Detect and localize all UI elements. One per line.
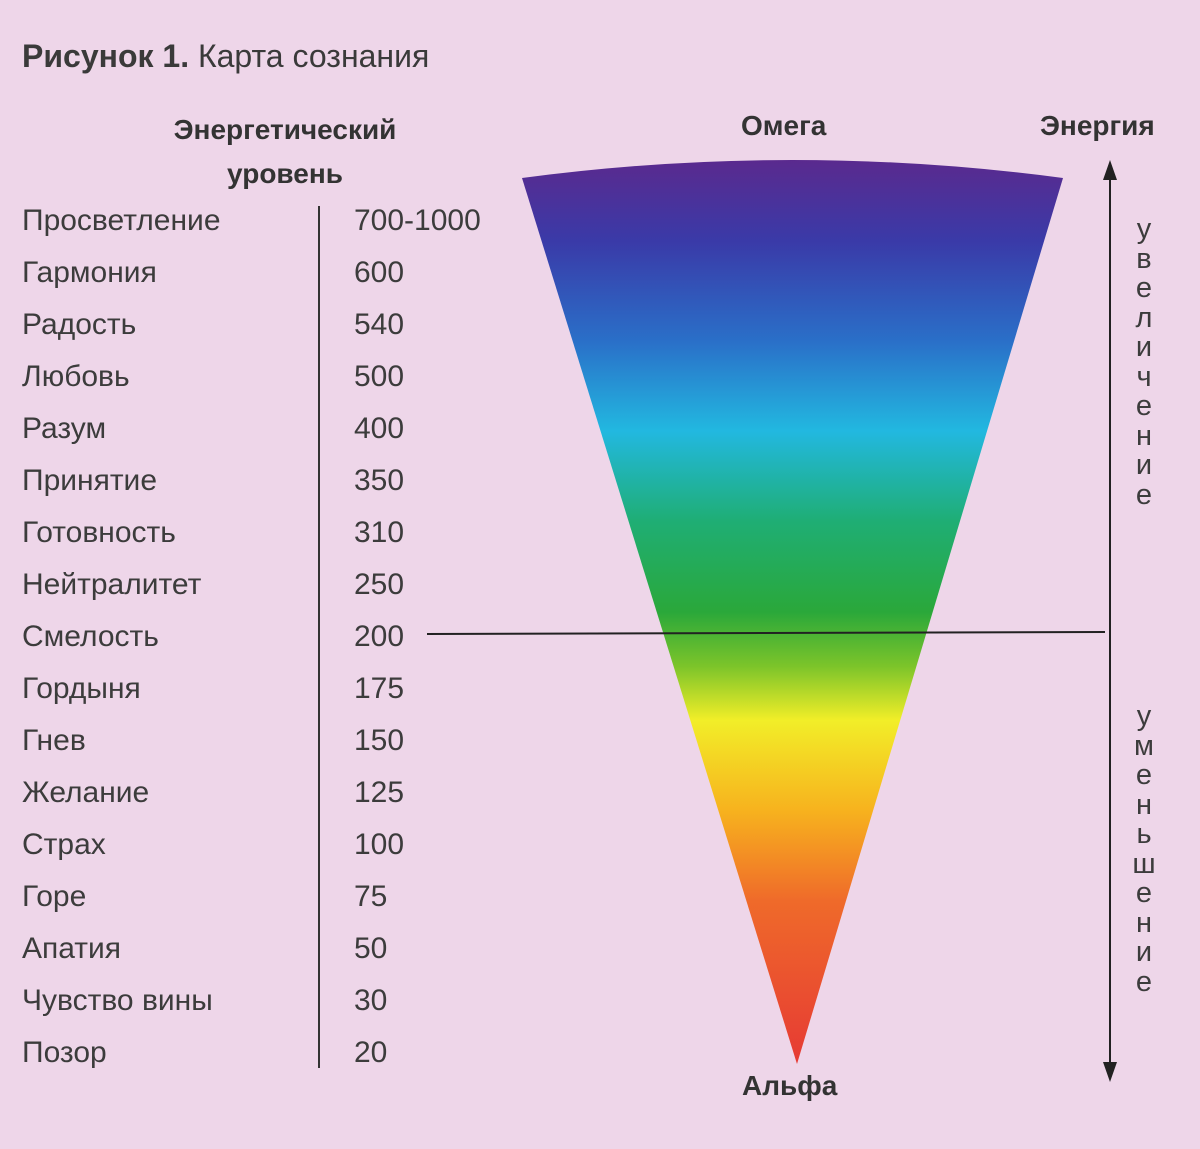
vertical-letter: у bbox=[1136, 213, 1152, 245]
level-name: Горе bbox=[22, 880, 87, 913]
figure-title-text: Карта сознания bbox=[197, 38, 430, 74]
vertical-letter: е bbox=[1135, 759, 1153, 791]
level-name: Принятие bbox=[22, 464, 157, 497]
cone-shape bbox=[522, 160, 1063, 1064]
level-name: Гордыня bbox=[22, 672, 141, 705]
header-line-1: Энергетический bbox=[173, 114, 397, 145]
level-name: Готовность bbox=[22, 516, 176, 549]
level-value: 125 bbox=[354, 776, 405, 809]
level-value: 50 bbox=[354, 932, 388, 965]
vertical-letter: ш bbox=[1132, 847, 1156, 880]
level-name: Просветление bbox=[22, 204, 221, 237]
level-value: 600 bbox=[354, 256, 405, 289]
alpha-label: Альфа bbox=[742, 1070, 838, 1101]
level-name: Желание bbox=[22, 776, 150, 809]
level-value: 175 bbox=[354, 672, 405, 705]
level-value: 100 bbox=[354, 828, 405, 861]
vertical-letter: ч bbox=[1136, 360, 1152, 393]
vertical-letter: у bbox=[1136, 700, 1152, 732]
level-value: 540 bbox=[354, 308, 405, 341]
vertical-letter: и bbox=[1135, 449, 1153, 481]
header-line-2: уровень bbox=[227, 158, 343, 189]
level-value: 700-1000 bbox=[354, 204, 481, 237]
level-name: Нейтралитет bbox=[22, 568, 202, 601]
level-name: Смелость bbox=[22, 620, 159, 653]
level-name: Страх bbox=[22, 828, 106, 861]
level-name: Радость bbox=[22, 308, 137, 341]
energy-level-header: Энергетический уровень bbox=[140, 108, 430, 196]
level-value: 75 bbox=[354, 880, 388, 913]
energy-axis-title: Энергия bbox=[1040, 110, 1155, 141]
level-value: 200 bbox=[354, 620, 405, 653]
level-name: Любовь bbox=[22, 360, 130, 393]
level-name: Разум bbox=[22, 412, 107, 445]
arrow-down-icon bbox=[1103, 1062, 1117, 1082]
figure-label: Рисунок 1. bbox=[22, 38, 190, 74]
vertical-letter: е bbox=[1135, 272, 1153, 304]
level-name: Гнев bbox=[22, 724, 86, 757]
level-value: 500 bbox=[354, 360, 405, 393]
level-name: Чувство вины bbox=[22, 984, 213, 1017]
level-value: 30 bbox=[354, 984, 388, 1017]
level-name: Апатия bbox=[22, 932, 122, 965]
vertical-letter: и bbox=[1135, 936, 1153, 968]
omega-label: Омега bbox=[741, 110, 827, 141]
level-value: 350 bbox=[354, 464, 405, 497]
vertical-letter: е bbox=[1135, 965, 1153, 998]
column-divider bbox=[318, 206, 320, 1068]
vertical-letter: ь bbox=[1136, 818, 1152, 850]
level-name: Гармония bbox=[22, 256, 157, 289]
vertical-letter: н bbox=[1135, 906, 1152, 939]
vertical-letter: м bbox=[1134, 729, 1154, 762]
level-name: Позор bbox=[22, 1036, 107, 1069]
vertical-letter: е bbox=[1135, 877, 1153, 909]
level-value: 20 bbox=[354, 1036, 388, 1069]
threshold-line bbox=[426, 631, 1106, 635]
level-value: 310 bbox=[354, 516, 405, 549]
vertical-letter: н bbox=[1135, 419, 1152, 452]
vertical-letter: н bbox=[1135, 788, 1152, 821]
vertical-letter: е bbox=[1135, 478, 1153, 511]
level-value: 150 bbox=[354, 724, 405, 757]
level-value: 400 bbox=[354, 412, 405, 445]
level-value: 250 bbox=[354, 568, 405, 601]
vertical-letter: в bbox=[1136, 242, 1152, 275]
arrow-up-icon bbox=[1103, 160, 1117, 180]
vertical-letter: и bbox=[1135, 331, 1153, 363]
figure-title: Рисунок 1. Карта сознания bbox=[22, 38, 429, 75]
vertical-letter: е bbox=[1135, 390, 1153, 422]
vertical-letter: л bbox=[1135, 301, 1153, 334]
